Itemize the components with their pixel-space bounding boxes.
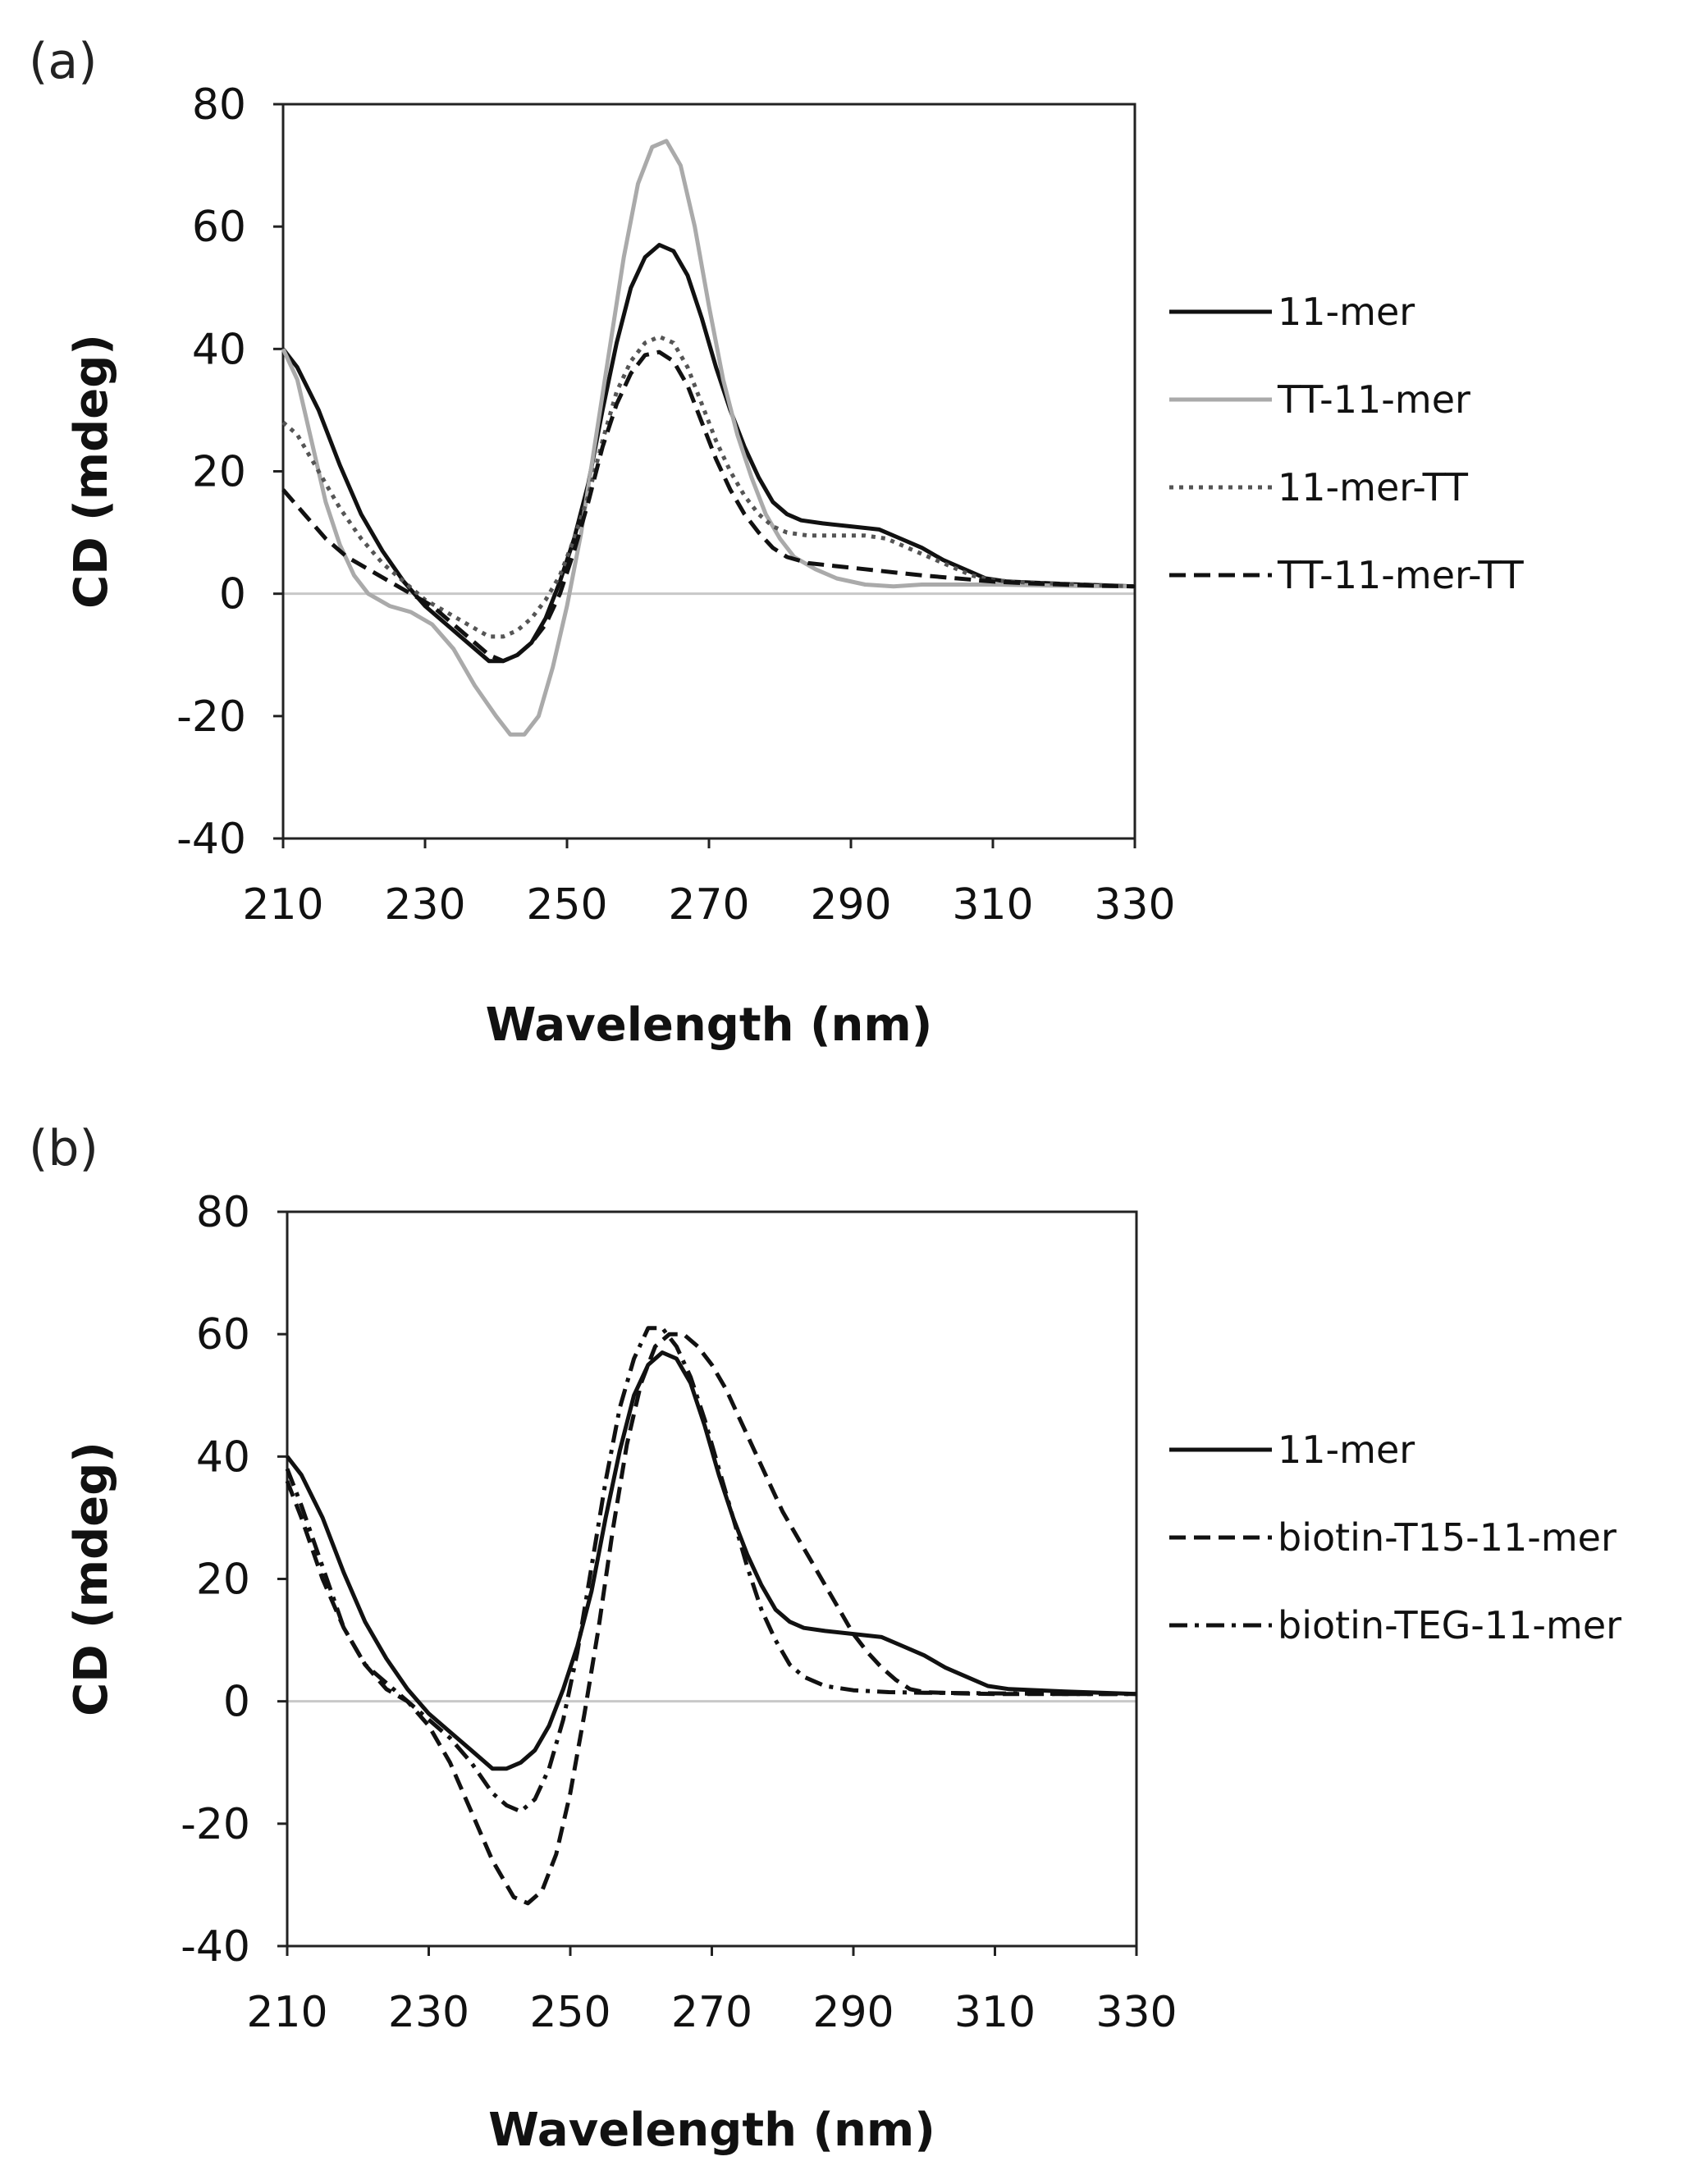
x-tick-label: 310 <box>954 1988 1036 2037</box>
x-tick-label: 250 <box>526 880 607 930</box>
panel-label: (a) <box>29 33 98 90</box>
series-line-TT-11-mer <box>281 139 1136 737</box>
y-tick-label: 40 <box>196 1432 250 1482</box>
legend-label: biotin-T15-11-mer <box>1278 1515 1617 1560</box>
x-tick-label: 250 <box>529 1988 610 2037</box>
legend-label: biotin-TEG-11-mer <box>1278 1603 1621 1647</box>
y-tick-label: 20 <box>196 1556 250 1605</box>
legend-label: TT-11-mer <box>1277 377 1470 422</box>
series-line-biotin-T15-11-mer <box>285 1332 1136 1906</box>
x-tick-label: 310 <box>952 880 1033 930</box>
y-tick-label: 60 <box>192 203 246 252</box>
x-axis-title: Wavelength (nm) <box>486 998 933 1052</box>
series-line-biotin-TEG-11-mer <box>285 1326 1136 1814</box>
y-tick-label: 80 <box>196 1188 250 1237</box>
legend-label: TT-11-mer-TT <box>1277 553 1525 597</box>
y-axis-title: CD (mdeg) <box>65 334 118 609</box>
legend-label: 11-mer <box>1278 290 1415 334</box>
x-tick-label: 270 <box>668 880 749 930</box>
chart-panel-b: (b) -40 -20 0 20 40 60 80 210 230 250 270 290 310 330 W… <box>29 1120 1621 2157</box>
y-tick-label: 0 <box>223 1678 250 1727</box>
series-line-11-mer-TT <box>281 334 1136 639</box>
y-tick-label: 20 <box>192 448 246 497</box>
x-tick-label: 290 <box>812 1988 894 2037</box>
x-tick-label: 330 <box>1094 880 1175 930</box>
series-line-11-mer <box>286 1350 1137 1771</box>
x-tick-label: 270 <box>671 1988 752 2037</box>
series-line-11-mer <box>281 243 1136 664</box>
y-tick-label: -40 <box>176 815 246 864</box>
y-tick-label: -20 <box>176 692 246 742</box>
x-tick-label: 330 <box>1095 1988 1177 2037</box>
y-tick-label: -40 <box>181 1922 250 1972</box>
legend-label: 11-mer <box>1278 1428 1415 1472</box>
y-tick-label: 60 <box>196 1310 250 1359</box>
y-axis-title: CD (mdeg) <box>65 1442 118 1716</box>
panel-label: (b) <box>29 1120 98 1177</box>
y-tick-label: 40 <box>192 325 246 374</box>
chart-panel-a: (a) -40 -20 0 20 40 60 80 210 230 250 270 290 310 330 W… <box>29 33 1525 1052</box>
series-line-TT-11-mer-TT <box>281 350 1136 664</box>
y-tick-label: 0 <box>219 570 246 619</box>
x-tick-label: 290 <box>810 880 891 930</box>
x-tick-label: 210 <box>242 880 323 930</box>
y-tick-label: 80 <box>192 80 246 130</box>
x-tick-label: 230 <box>388 1988 469 2037</box>
x-axis-title: Wavelength (nm) <box>488 2104 935 2157</box>
legend-label: 11-mer-TT <box>1278 465 1469 509</box>
y-tick-label: -20 <box>181 1800 250 1849</box>
x-tick-label: 210 <box>246 1988 327 2037</box>
x-tick-label: 230 <box>384 880 465 930</box>
